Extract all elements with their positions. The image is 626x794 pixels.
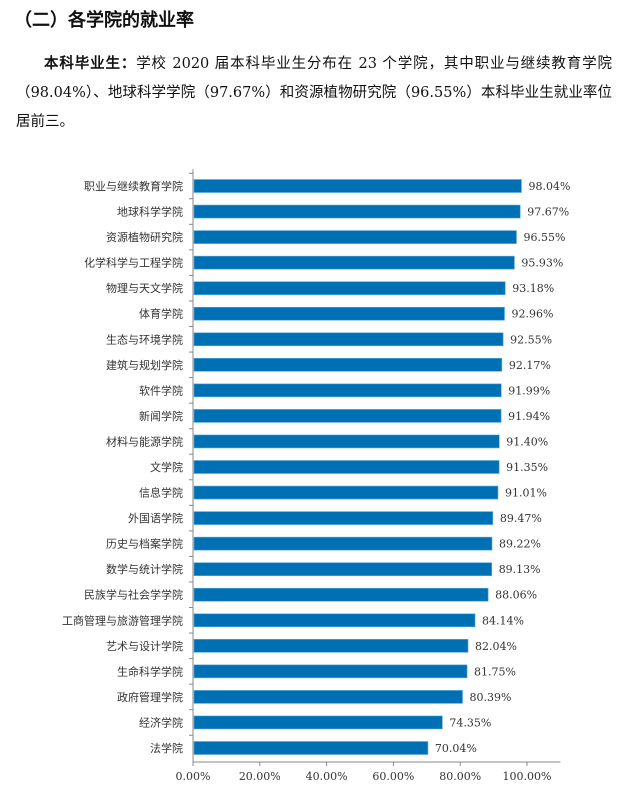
category-label: 工商管理与旅游管理学院 bbox=[62, 613, 183, 627]
category-label: 软件学院 bbox=[139, 383, 183, 397]
bar bbox=[193, 409, 502, 423]
data-label: 96.55% bbox=[523, 231, 565, 244]
bar bbox=[193, 741, 429, 755]
bar bbox=[193, 562, 492, 576]
category-label: 建筑与规划学院 bbox=[106, 358, 183, 372]
bar bbox=[193, 690, 463, 704]
bar bbox=[193, 511, 494, 525]
bar bbox=[193, 383, 502, 398]
bar bbox=[193, 332, 504, 347]
bar bbox=[193, 639, 469, 653]
bar bbox=[193, 536, 493, 551]
category-label: 化学科学与工程学院 bbox=[84, 256, 183, 270]
category-label: 政府管理学院 bbox=[117, 690, 183, 704]
category-label: 资源植物研究院 bbox=[106, 230, 183, 244]
data-label: 89.22% bbox=[499, 538, 541, 551]
data-label: 91.99% bbox=[508, 384, 550, 397]
bar bbox=[193, 485, 499, 500]
data-label: 95.93% bbox=[521, 257, 563, 270]
bar bbox=[193, 204, 521, 219]
x-tick-label: 40.00% bbox=[306, 770, 348, 783]
section-heading: （二）各学院的就业率 bbox=[14, 10, 194, 31]
data-label: 74.35% bbox=[449, 716, 491, 729]
x-tick-label: 100.00% bbox=[503, 770, 552, 783]
bar bbox=[193, 306, 505, 321]
data-label: 89.47% bbox=[500, 512, 542, 525]
category-label: 法学院 bbox=[150, 741, 183, 755]
bar bbox=[193, 664, 468, 679]
data-label: 92.17% bbox=[509, 359, 551, 372]
summary-paragraph: 本科毕业生：学校 2020 届本科毕业生分布在 23 个学院，其中职业与继续教育… bbox=[16, 50, 612, 137]
bar bbox=[193, 715, 443, 730]
bar bbox=[193, 460, 500, 474]
category-label: 体育学院 bbox=[139, 307, 183, 321]
x-tick-label: 60.00% bbox=[372, 770, 414, 783]
x-tick-label: 20.00% bbox=[239, 770, 281, 783]
data-label: 97.67% bbox=[527, 206, 569, 219]
data-label: 91.01% bbox=[505, 487, 547, 500]
category-label: 信息学院 bbox=[139, 486, 183, 500]
data-label: 91.35% bbox=[506, 461, 548, 474]
category-label: 地球科学学院 bbox=[117, 205, 183, 219]
data-label: 91.40% bbox=[506, 435, 548, 448]
category-label: 生态与环境学院 bbox=[106, 332, 183, 346]
bar bbox=[193, 613, 476, 628]
bar bbox=[193, 587, 489, 602]
bar bbox=[193, 230, 517, 244]
category-label: 外国语学院 bbox=[128, 511, 183, 525]
data-label: 82.04% bbox=[475, 640, 517, 653]
category-label: 民族学与社会学学院 bbox=[84, 588, 183, 602]
paragraph-lead: 本科毕业生： bbox=[44, 56, 137, 72]
data-label: 88.06% bbox=[495, 589, 537, 602]
category-label: 物理与天文学院 bbox=[106, 281, 183, 295]
category-label: 材料与能源学院 bbox=[106, 434, 183, 448]
data-label: 92.96% bbox=[511, 308, 553, 321]
category-label: 经济学院 bbox=[139, 715, 183, 729]
x-tick-label: 80.00% bbox=[439, 770, 481, 783]
bar bbox=[193, 255, 515, 270]
data-label: 80.39% bbox=[470, 691, 512, 704]
data-label: 91.94% bbox=[508, 410, 550, 423]
bar bbox=[193, 434, 500, 449]
data-label: 92.55% bbox=[510, 333, 552, 346]
paragraph-body: 学校 2020 届本科毕业生分布在 23 个学院，其中职业与继续教育学院（98.… bbox=[16, 56, 612, 130]
data-label: 98.04% bbox=[528, 180, 570, 193]
x-tick-label: 0.00% bbox=[176, 770, 211, 783]
category-label: 新闻学院 bbox=[139, 409, 183, 423]
data-label: 89.13% bbox=[499, 563, 541, 576]
data-label: 84.14% bbox=[482, 614, 524, 627]
bar bbox=[193, 179, 522, 193]
category-label: 文学院 bbox=[150, 460, 183, 474]
data-label: 93.18% bbox=[512, 282, 554, 295]
category-label: 历史与档案学院 bbox=[106, 537, 183, 551]
category-label: 职业与继续教育学院 bbox=[84, 179, 183, 193]
bar bbox=[193, 358, 503, 372]
data-label: 81.75% bbox=[474, 665, 516, 678]
category-label: 数学与统计学院 bbox=[106, 562, 183, 576]
data-label: 70.04% bbox=[435, 742, 477, 755]
bar bbox=[193, 281, 506, 295]
category-label: 艺术与设计学院 bbox=[106, 639, 183, 653]
category-label: 生命科学学院 bbox=[117, 664, 183, 678]
